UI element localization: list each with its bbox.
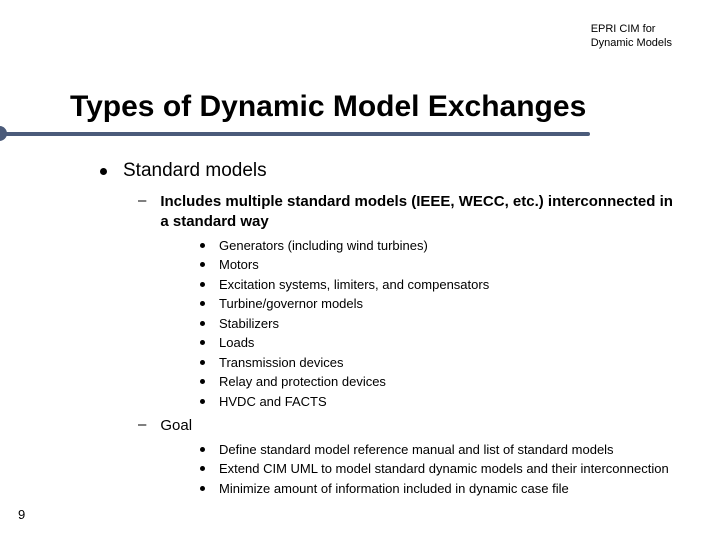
list-item: Minimize amount of information included … xyxy=(200,480,680,498)
item-text: Relay and protection devices xyxy=(219,373,386,391)
bullet-icon xyxy=(200,262,205,267)
lvl1-text: Standard models xyxy=(123,160,267,182)
list-item: Excitation systems, limiters, and compen… xyxy=(200,276,680,294)
bullet-icon xyxy=(200,321,205,326)
title-block: Types of Dynamic Model Exchanges xyxy=(0,90,720,136)
title-underline xyxy=(0,132,590,136)
lvl3-list-includes: Generators (including wind turbines) Mot… xyxy=(200,237,680,411)
item-text: Turbine/governor models xyxy=(219,295,363,313)
item-text: HVDC and FACTS xyxy=(219,393,327,411)
bullet-icon xyxy=(200,466,205,471)
item-text: Minimize amount of information included … xyxy=(219,480,569,498)
lvl3-list-goal: Define standard model reference manual a… xyxy=(200,441,680,498)
bullet-icon xyxy=(200,486,205,491)
bullet-lvl2-includes: – Includes multiple standard models (IEE… xyxy=(138,192,680,233)
list-item: Stabilizers xyxy=(200,315,680,333)
bullet-icon xyxy=(200,447,205,452)
list-item: HVDC and FACTS xyxy=(200,393,680,411)
item-text: Generators (including wind turbines) xyxy=(219,237,428,255)
list-item: Generators (including wind turbines) xyxy=(200,237,680,255)
item-text: Motors xyxy=(219,256,259,274)
bullet-icon xyxy=(200,243,205,248)
bullet-icon xyxy=(200,399,205,404)
bullet-icon xyxy=(200,340,205,345)
item-text: Transmission devices xyxy=(219,354,344,372)
dash-icon: – xyxy=(138,416,146,433)
slide-title: Types of Dynamic Model Exchanges xyxy=(0,90,720,130)
list-item: Define standard model reference manual a… xyxy=(200,441,680,459)
lvl2-text-goal: Goal xyxy=(160,416,192,436)
dash-icon: – xyxy=(138,192,146,209)
item-text: Excitation systems, limiters, and compen… xyxy=(219,276,489,294)
list-item: Turbine/governor models xyxy=(200,295,680,313)
bullet-icon xyxy=(100,168,107,175)
item-text: Define standard model reference manual a… xyxy=(219,441,614,459)
bullet-icon xyxy=(200,360,205,365)
header-line2: Dynamic Models xyxy=(591,36,672,50)
list-item: Extend CIM UML to model standard dynamic… xyxy=(200,460,680,478)
item-text: Stabilizers xyxy=(219,315,279,333)
header-line1: EPRI CIM for xyxy=(591,22,672,36)
list-item: Loads xyxy=(200,334,680,352)
header-label: EPRI CIM for Dynamic Models xyxy=(591,22,672,51)
page-number: 9 xyxy=(18,507,25,522)
list-item: Relay and protection devices xyxy=(200,373,680,391)
content-area: Standard models – Includes multiple stan… xyxy=(100,160,680,503)
bullet-icon xyxy=(200,301,205,306)
item-text: Extend CIM UML to model standard dynamic… xyxy=(219,460,669,478)
list-item: Transmission devices xyxy=(200,354,680,372)
item-text: Loads xyxy=(219,334,254,352)
lvl2-text-includes: Includes multiple standard models (IEEE,… xyxy=(160,192,680,233)
list-item: Motors xyxy=(200,256,680,274)
bullet-lvl2-goal: – Goal xyxy=(138,416,680,436)
bullet-icon xyxy=(200,282,205,287)
bullet-icon xyxy=(200,379,205,384)
bullet-lvl1: Standard models xyxy=(100,160,680,182)
